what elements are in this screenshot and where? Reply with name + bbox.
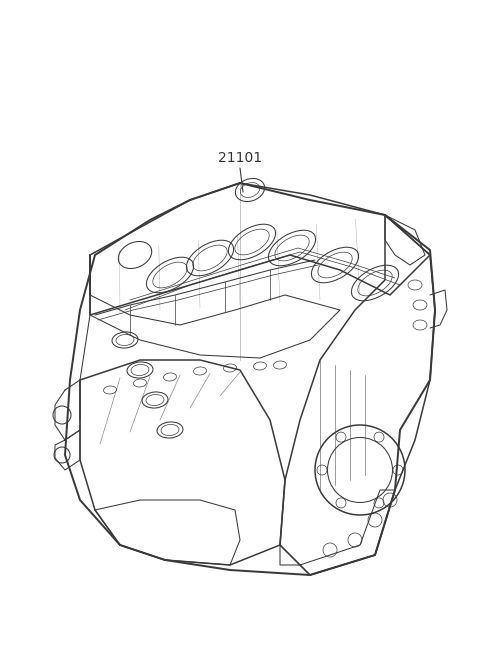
Text: 21101: 21101 <box>218 151 262 165</box>
